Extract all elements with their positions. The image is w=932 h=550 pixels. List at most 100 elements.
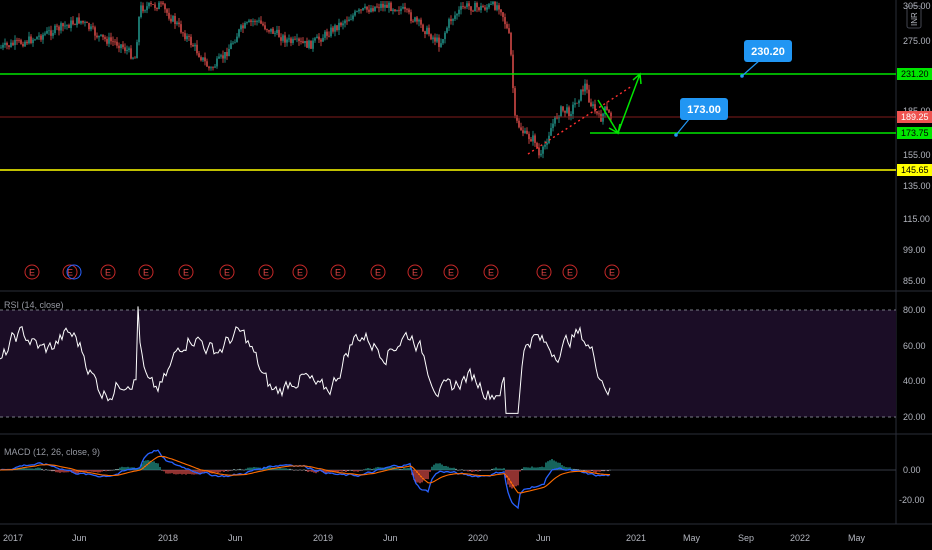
candle-body — [410, 12, 412, 21]
candle-body — [314, 38, 316, 41]
macd-hist-bar — [215, 470, 217, 473]
macd-hist-bar — [529, 467, 531, 470]
macd-hist-bar — [295, 469, 297, 471]
candle-body — [162, 2, 164, 5]
price-label-low[interactable]: 145.65 — [897, 164, 932, 176]
candle-body — [268, 30, 270, 32]
macd-hist-bar — [537, 467, 539, 470]
candle-body — [356, 11, 358, 13]
time-axis[interactable]: 2017 Jun 2018 Jun 2019 Jun 2020 Jun 2021… — [3, 533, 866, 543]
projection-arrow-group[interactable] — [597, 72, 642, 135]
macd-hist-bar — [407, 467, 409, 470]
candle-body — [444, 32, 446, 40]
macd-hist-bar — [123, 467, 125, 470]
candle-body — [360, 9, 362, 11]
candle-body — [92, 26, 94, 28]
price-label-text: 231.20 — [901, 69, 929, 79]
macd-signal-line[interactable] — [0, 455, 610, 494]
earnings-marker-circle — [62, 264, 78, 280]
rsi-line[interactable] — [0, 306, 611, 414]
candle-body — [582, 89, 584, 92]
candle-body — [430, 34, 432, 40]
candle-body — [546, 142, 548, 145]
macd-hist-bar — [109, 470, 111, 471]
candle-body — [348, 19, 350, 22]
candle-body — [484, 7, 486, 10]
candle-body — [76, 17, 78, 25]
earnings-marker-label: E — [609, 268, 615, 278]
rsi-title[interactable]: RSI (14, close) — [4, 300, 64, 310]
macd-title[interactable]: MACD (12, 26, close, 9) — [4, 447, 100, 457]
currency-badge-box — [906, 5, 922, 29]
candle-body — [4, 42, 6, 45]
candle-body — [134, 57, 136, 59]
macd-hist-bar — [33, 468, 35, 470]
candle-body — [240, 25, 242, 30]
candle-body — [216, 58, 218, 67]
candle-body — [156, 7, 158, 10]
currency-badge[interactable]: INR — [910, 12, 919, 26]
macd-hist-bar — [457, 470, 459, 471]
macd-hist-bar — [61, 470, 63, 473]
macd-hist-bar — [609, 469, 611, 471]
macd-hist-bar — [267, 467, 269, 470]
macd-hist-bar — [583, 470, 585, 472]
price-label-support[interactable]: 173.75 — [897, 127, 932, 139]
candle-body — [524, 130, 526, 134]
candle-body — [574, 102, 576, 105]
arrow-head-down — [608, 123, 621, 135]
trend-line-dotted[interactable] — [527, 85, 633, 155]
candle-body — [560, 106, 562, 117]
candle-body — [142, 5, 144, 12]
candle-body — [286, 39, 288, 43]
macd-hist-bar — [39, 467, 41, 470]
candle-body — [138, 17, 140, 43]
macd-axis[interactable]: 0.00 -20.00 — [899, 465, 925, 505]
price-axis[interactable]: 305.00 275.00 185.00 155.00 135.00 115.0… — [903, 1, 931, 286]
candle-body — [188, 36, 190, 37]
candle-body — [222, 55, 224, 59]
candle-body — [226, 52, 228, 57]
macd-hist-bar — [277, 468, 279, 470]
candle-body — [124, 47, 126, 51]
macd-hist-bar — [335, 470, 337, 473]
macd-hist-bar — [473, 470, 475, 472]
candle-body — [106, 38, 108, 44]
macd-hist-bar — [147, 460, 149, 470]
candle-body — [172, 16, 174, 22]
candle-body — [176, 22, 178, 25]
candle-body — [312, 40, 314, 49]
macd-hist-bar — [557, 462, 559, 470]
macd-hist-bar — [223, 470, 225, 472]
candle-body — [518, 120, 520, 128]
candle-body — [350, 19, 352, 21]
macd-histogram[interactable] — [0, 459, 611, 489]
candle-body — [118, 45, 120, 49]
macd-hist-bar — [371, 469, 373, 470]
price-label-last[interactable]: 189.25 — [897, 111, 932, 123]
macd-hist-bar — [341, 470, 343, 472]
candle-body — [532, 135, 534, 142]
candle-body — [48, 30, 50, 32]
macd-hist-bar — [519, 470, 521, 472]
macd-hist-bar — [439, 463, 441, 470]
candle-body — [74, 24, 76, 26]
callout-173[interactable]: 173.00 — [674, 98, 728, 137]
macd-hist-bar — [67, 470, 69, 473]
macd-hist-bar — [283, 468, 285, 470]
rsi-axis[interactable]: 80.00 60.00 40.00 20.00 — [903, 305, 926, 422]
candle-body — [566, 107, 568, 113]
macd-hist-bar — [399, 469, 401, 470]
candle-body — [572, 104, 574, 114]
price-label-resistance[interactable]: 231.20 — [897, 68, 932, 80]
price-label-bg — [897, 111, 932, 123]
macd-hist-bar — [455, 468, 457, 470]
macd-hist-bar — [203, 470, 205, 473]
macd-hist-bar — [503, 468, 505, 470]
callout-230[interactable]: 230.20 — [740, 40, 792, 78]
macd-hist-bar — [49, 470, 51, 471]
earnings-marker-label: E — [375, 268, 381, 278]
candle-series[interactable] — [0, 1, 612, 159]
